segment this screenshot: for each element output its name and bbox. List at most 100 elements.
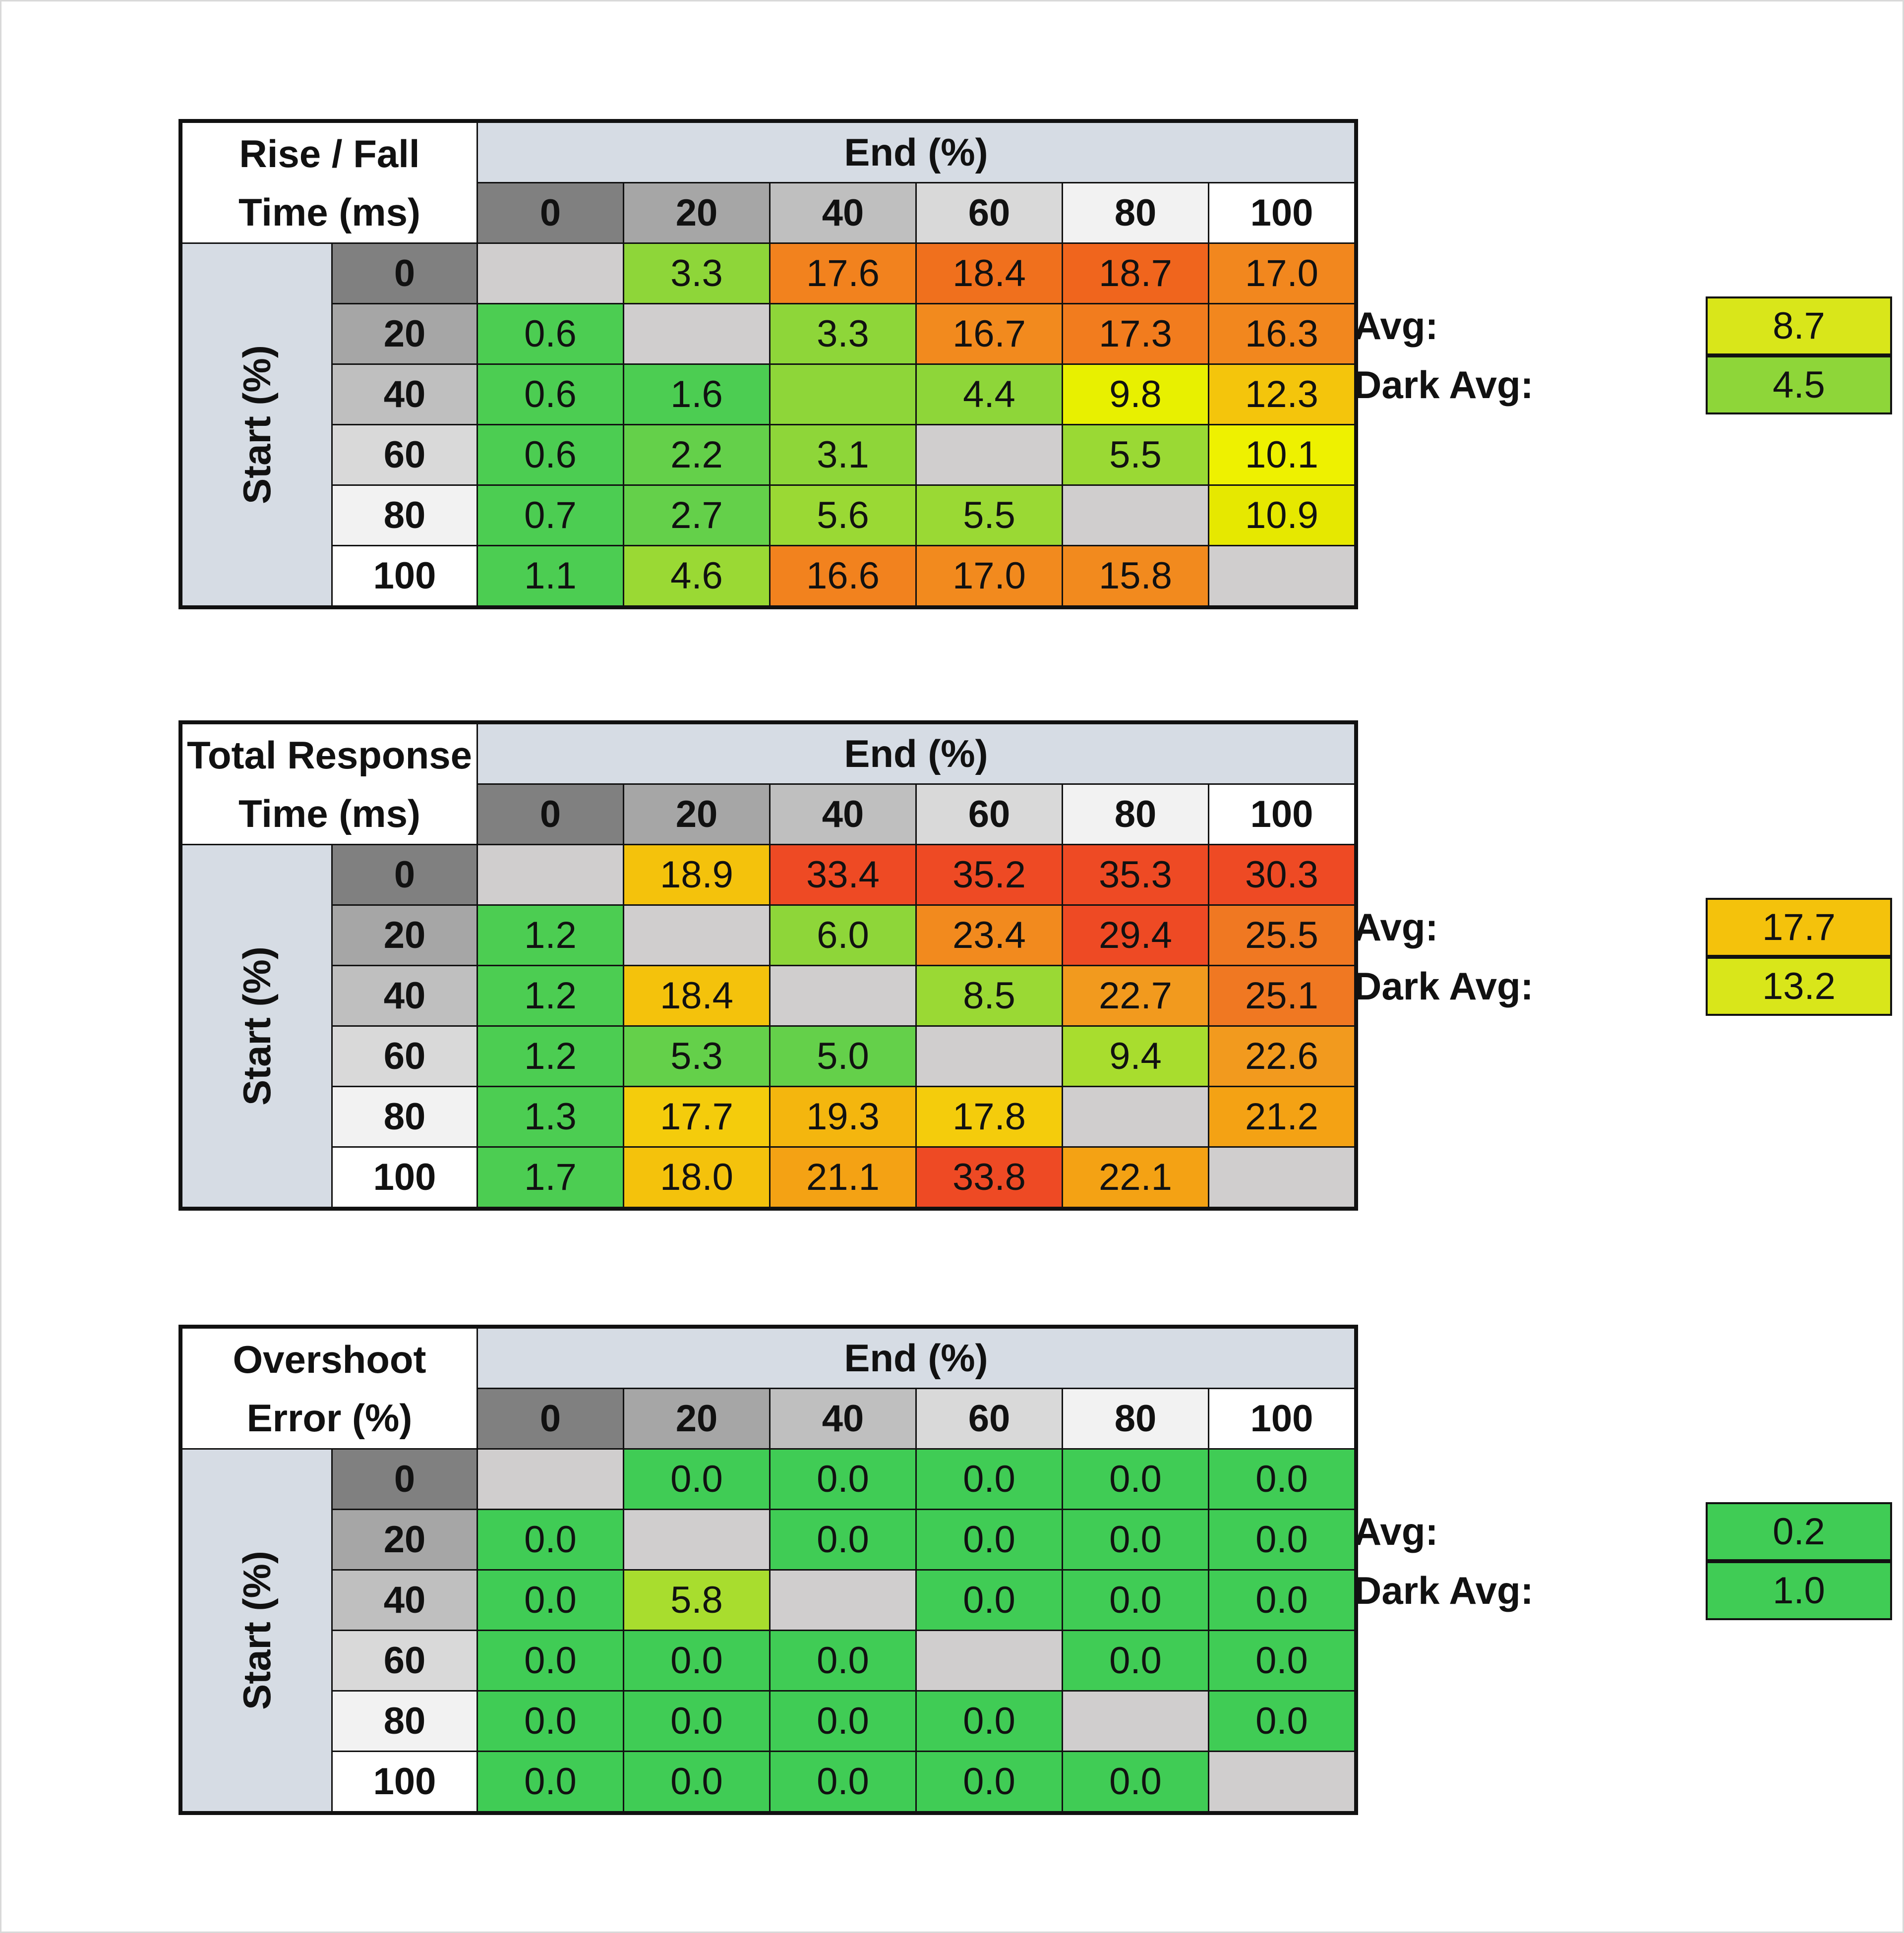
data-cell — [1209, 1752, 1354, 1811]
heatmap-table: Rise / Fall Time (ms) End (%) 0 20 40 60 80 100 S… — [178, 119, 1358, 609]
data-cell: 1.6 — [624, 365, 769, 424]
column-header: 40 — [771, 1389, 915, 1448]
avg-row: Avg: 17.7 — [1354, 898, 1899, 957]
data-cell: 16.7 — [917, 304, 1062, 363]
dark-avg-row: Dark Avg: 13.2 — [1354, 957, 1899, 1016]
data-cell: 0.0 — [1209, 1450, 1354, 1509]
row-header: 80 — [333, 486, 476, 545]
row-header: 40 — [333, 1571, 476, 1630]
table-block: Rise / Fall Time (ms) End (%) 0 20 40 60 80 100 S… — [178, 119, 1892, 609]
data-cell: 0.0 — [771, 1450, 915, 1509]
average-panel: Avg: 8.7 Dark Avg: 4.5 — [1354, 296, 1899, 420]
start-axis-header: Start (%) — [182, 1450, 331, 1811]
data-cell: 9.8 — [1063, 365, 1208, 424]
row-header: 80 — [333, 1692, 476, 1751]
data-cell: 4.4 — [917, 365, 1062, 424]
row-header: 80 — [333, 1087, 476, 1146]
avg-label: Avg: — [1354, 304, 1438, 348]
data-cell — [771, 966, 915, 1025]
column-header: 100 — [1209, 785, 1354, 844]
data-cell — [478, 845, 623, 904]
column-header: 60 — [917, 785, 1062, 844]
data-cell: 18.4 — [917, 244, 1062, 303]
data-cell: 0.0 — [917, 1571, 1062, 1630]
avg-row: Avg: 8.7 — [1354, 296, 1899, 355]
column-header: 100 — [1209, 183, 1354, 242]
end-axis-header: End (%) — [478, 123, 1354, 182]
dark-avg-label: Dark Avg: — [1354, 964, 1534, 1008]
data-cell: 25.5 — [1209, 906, 1354, 965]
start-axis-label: Start (%) — [235, 345, 279, 504]
data-cell: 8.5 — [917, 966, 1062, 1025]
start-axis-header: Start (%) — [182, 244, 331, 605]
data-cell: 0.0 — [478, 1692, 623, 1751]
avg-value: 0.2 — [1706, 1502, 1892, 1561]
data-cell: 25.1 — [1209, 966, 1354, 1025]
dark-avg-label: Dark Avg: — [1354, 1569, 1534, 1612]
data-cell: 0.6 — [478, 304, 623, 363]
data-cell: 29.4 — [1063, 906, 1208, 965]
avg-label: Avg: — [1354, 1510, 1438, 1553]
data-cell — [1209, 1148, 1354, 1207]
data-cell: 22.7 — [1063, 966, 1208, 1025]
row-header: 60 — [333, 425, 476, 484]
column-header: 20 — [624, 183, 769, 242]
table-block: Overshoot Error (%) End (%) 0 20 40 60 80 100 Sta… — [178, 1325, 1892, 1815]
data-cell: 9.4 — [1063, 1027, 1208, 1086]
start-axis-label: Start (%) — [235, 1551, 279, 1710]
data-cell: 3.1 — [771, 425, 915, 484]
table-title-line: Time (ms) — [238, 190, 420, 234]
column-header: 60 — [917, 183, 1062, 242]
row-header: 100 — [333, 1148, 476, 1207]
data-cell: 18.7 — [1063, 244, 1208, 303]
data-cell: 0.0 — [917, 1450, 1062, 1509]
data-cell: 16.3 — [1209, 304, 1354, 363]
data-cell: 0.0 — [1209, 1692, 1354, 1751]
dark-avg-row: Dark Avg: 4.5 — [1354, 355, 1899, 414]
data-cell: 30.3 — [1209, 845, 1354, 904]
table-title-line: Total Response — [187, 733, 472, 777]
row-header: 60 — [333, 1631, 476, 1690]
data-cell: 1.2 — [478, 906, 623, 965]
data-cell — [1063, 1692, 1208, 1751]
column-header: 0 — [478, 183, 623, 242]
end-axis-header: End (%) — [478, 1329, 1354, 1388]
row-header: 40 — [333, 966, 476, 1025]
column-header: 20 — [624, 1389, 769, 1448]
data-cell: 33.4 — [771, 845, 915, 904]
data-cell: 35.3 — [1063, 845, 1208, 904]
data-cell: 0.0 — [1063, 1571, 1208, 1630]
data-cell: 0.0 — [1209, 1631, 1354, 1690]
data-cell: 0.0 — [624, 1631, 769, 1690]
average-panel: Avg: 17.7 Dark Avg: 13.2 — [1354, 898, 1899, 1022]
row-header: 0 — [333, 244, 476, 303]
dark-avg-value: 4.5 — [1706, 355, 1892, 414]
data-cell: 1.2 — [478, 1027, 623, 1086]
data-cell — [624, 1510, 769, 1569]
data-cell: 4.6 — [624, 546, 769, 605]
data-cell: 3.3 — [624, 244, 769, 303]
data-cell: 21.1 — [771, 1148, 915, 1207]
data-cell — [917, 425, 1062, 484]
dark-avg-value: 1.0 — [1706, 1561, 1892, 1620]
table-title: Overshoot Error (%) — [182, 1329, 476, 1448]
column-header: 60 — [917, 1389, 1062, 1448]
row-header: 0 — [333, 845, 476, 904]
data-cell: 0.0 — [1209, 1510, 1354, 1569]
row-header: 20 — [333, 906, 476, 965]
data-cell: 10.1 — [1209, 425, 1354, 484]
column-header: 0 — [478, 785, 623, 844]
column-header: 20 — [624, 785, 769, 844]
data-cell: 33.8 — [917, 1148, 1062, 1207]
data-cell: 22.1 — [1063, 1148, 1208, 1207]
data-cell: 17.6 — [771, 244, 915, 303]
column-header: 100 — [1209, 1389, 1354, 1448]
data-cell — [1209, 546, 1354, 605]
data-cell: 0.0 — [917, 1510, 1062, 1569]
data-cell: 0.0 — [478, 1752, 623, 1811]
data-cell: 5.5 — [917, 486, 1062, 545]
row-header: 0 — [333, 1450, 476, 1509]
data-cell: 0.0 — [478, 1631, 623, 1690]
data-cell: 5.0 — [771, 1027, 915, 1086]
